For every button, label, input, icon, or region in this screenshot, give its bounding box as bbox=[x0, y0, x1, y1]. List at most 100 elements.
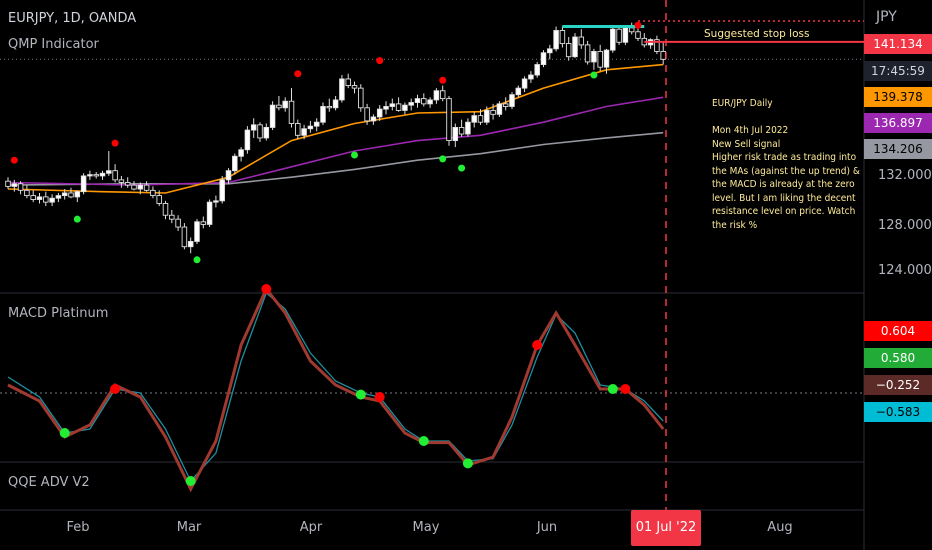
sell-signal-dot bbox=[439, 76, 447, 84]
macd-buy-dot bbox=[607, 384, 618, 394]
candle-up bbox=[591, 50, 597, 63]
candle-up bbox=[603, 49, 610, 68]
candle-down bbox=[175, 218, 181, 228]
candle-up bbox=[572, 36, 578, 58]
stop-loss-price-tag: 141.134 bbox=[864, 34, 932, 54]
candle-up bbox=[137, 184, 144, 190]
candle-down bbox=[660, 50, 666, 60]
candle-up bbox=[471, 115, 477, 123]
candle-down bbox=[30, 195, 36, 200]
ema-fast-line bbox=[7, 63, 664, 194]
macd-buy-dot bbox=[185, 476, 196, 486]
price-tick-label: 128.000 bbox=[878, 218, 932, 233]
candle-down bbox=[358, 87, 364, 109]
ema-fast-tag: 139.378 bbox=[864, 87, 932, 107]
candle-up bbox=[225, 170, 232, 181]
candle-down bbox=[635, 31, 641, 39]
ema-slow-line bbox=[7, 131, 664, 186]
candle-up bbox=[370, 116, 377, 122]
buy-signal-dot bbox=[193, 256, 201, 264]
macd-sell-value-tag: 0.604 bbox=[864, 321, 932, 341]
sell-signal-dot bbox=[10, 156, 18, 164]
candle-down bbox=[364, 107, 370, 122]
time-axis-label-may: May bbox=[412, 520, 440, 535]
buy-signal-dot bbox=[439, 155, 447, 163]
candle-down bbox=[181, 226, 188, 248]
candle-up bbox=[232, 155, 238, 172]
candle-up bbox=[213, 200, 219, 203]
countdown-tag: 17:45:59 bbox=[864, 61, 932, 81]
candle-up bbox=[515, 87, 522, 96]
price-tick-label: 124.000 bbox=[878, 263, 932, 278]
candle-up bbox=[187, 240, 194, 248]
candle-down bbox=[351, 85, 358, 89]
buy-signal-dot bbox=[73, 215, 81, 223]
ema-slow-tag: 134.206 bbox=[864, 139, 932, 159]
candle-down bbox=[5, 180, 11, 187]
candle-down bbox=[295, 123, 301, 136]
candle-down bbox=[446, 98, 452, 142]
candle-up bbox=[528, 74, 534, 80]
candle-up bbox=[339, 78, 345, 101]
ema-mid-line bbox=[7, 96, 664, 186]
candle-up bbox=[282, 100, 288, 109]
macd-sell-dot bbox=[374, 392, 385, 402]
candle-up bbox=[301, 128, 307, 136]
candle-up bbox=[99, 172, 106, 177]
buy-signal-dot bbox=[458, 164, 466, 172]
candle-down bbox=[502, 103, 509, 107]
macd-sell-dot bbox=[620, 384, 631, 394]
candle-down bbox=[654, 39, 660, 52]
candle-up bbox=[244, 129, 251, 151]
macd-buy-dot bbox=[462, 458, 473, 469]
candle-up bbox=[332, 99, 339, 109]
candle-up bbox=[383, 106, 389, 110]
candle-down bbox=[288, 100, 295, 124]
candle-down bbox=[257, 124, 263, 139]
candle-up bbox=[534, 64, 540, 76]
candle-up bbox=[194, 221, 200, 242]
candle-up bbox=[452, 126, 459, 142]
macd-buy-dot bbox=[59, 428, 70, 438]
buy-signal-dot bbox=[351, 151, 358, 159]
signal-line bbox=[7, 291, 664, 483]
candle-up bbox=[389, 103, 396, 107]
candle-up bbox=[465, 121, 471, 135]
candle-down bbox=[124, 182, 131, 186]
symbol-title: EURJPY, 1D, OANDA bbox=[8, 11, 137, 26]
time-axis-label-jun: Jun bbox=[536, 520, 558, 535]
candle-up bbox=[521, 78, 528, 89]
macd-buy-dot bbox=[355, 389, 366, 400]
candle-down bbox=[24, 189, 30, 197]
candle-up bbox=[80, 175, 87, 193]
candle-up bbox=[376, 108, 383, 118]
candle-up bbox=[320, 106, 326, 123]
indicator-title: QMP Indicator bbox=[8, 37, 99, 52]
candle-up bbox=[263, 126, 270, 139]
candle-up bbox=[547, 48, 553, 54]
candle-down bbox=[584, 44, 591, 63]
candle-up bbox=[610, 28, 616, 51]
macd-line-value-tag: −0.252 bbox=[864, 375, 932, 395]
candle-up bbox=[484, 109, 490, 123]
candle-up bbox=[87, 174, 93, 177]
sell-signal-dot bbox=[376, 57, 384, 65]
candle-up bbox=[238, 149, 244, 157]
candle-up bbox=[219, 179, 225, 202]
candle-up bbox=[106, 170, 112, 174]
signal-line-value-tag: −0.583 bbox=[864, 402, 932, 422]
candle-down bbox=[17, 183, 24, 191]
candle-up bbox=[427, 99, 433, 105]
candle-up bbox=[55, 195, 62, 199]
time-axis-label-aug: Aug bbox=[767, 520, 793, 535]
candle-down bbox=[150, 189, 156, 197]
candle-down bbox=[490, 109, 496, 115]
candle-down bbox=[143, 184, 150, 191]
candle-up bbox=[206, 201, 213, 225]
macd-buy-dot bbox=[418, 436, 429, 446]
candle-up bbox=[313, 121, 320, 127]
candle-down bbox=[559, 30, 566, 45]
time-axis-label-mar: Mar bbox=[176, 520, 202, 535]
